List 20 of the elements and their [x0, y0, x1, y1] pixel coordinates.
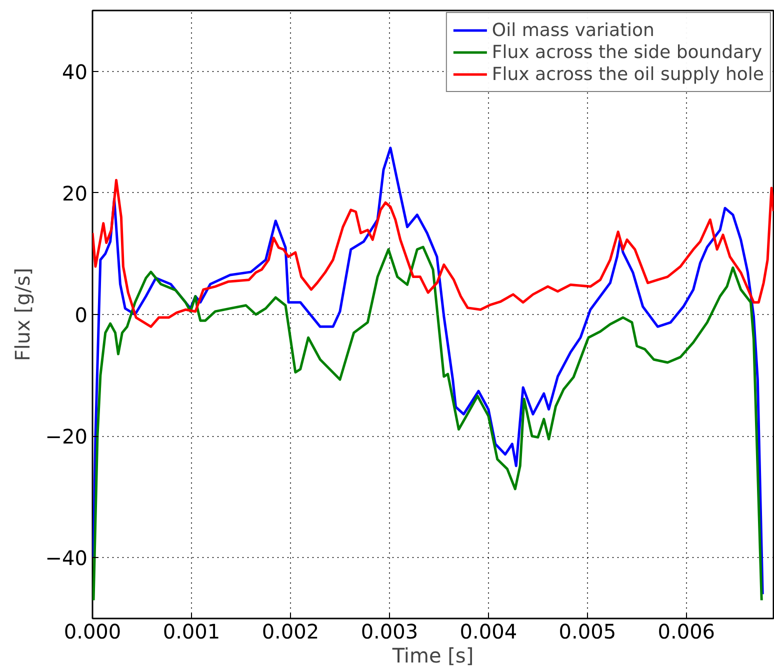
y-tick-label: −20	[45, 424, 88, 449]
x-tick-label: 0.004	[460, 620, 518, 644]
y-tick-label: 40	[62, 60, 88, 84]
x-tick-label: 0.003	[360, 620, 418, 644]
line-series	[92, 146, 764, 596]
line-series	[92, 246, 763, 602]
y-tick-label: 0	[74, 303, 88, 327]
y-tick-label: −40	[45, 546, 88, 570]
legend-label: Oil mass variation	[492, 19, 654, 41]
line-series	[92, 178, 774, 328]
legend-label: Flux across the side boundary	[492, 41, 762, 63]
x-axis-title: Time [s]	[391, 644, 474, 668]
x-tick-label: 0.006	[658, 620, 716, 644]
x-tick-label: 0.002	[262, 620, 320, 644]
x-tick-label: 0.005	[558, 620, 616, 644]
x-tick-label: 0.000	[64, 620, 122, 644]
y-tick-label: 20	[62, 181, 88, 206]
legend-label: Flux across the oil supply hole	[492, 63, 764, 85]
y-axis-title: Flux [g/s]	[10, 268, 34, 362]
x-tick-label: 0.001	[162, 620, 220, 644]
